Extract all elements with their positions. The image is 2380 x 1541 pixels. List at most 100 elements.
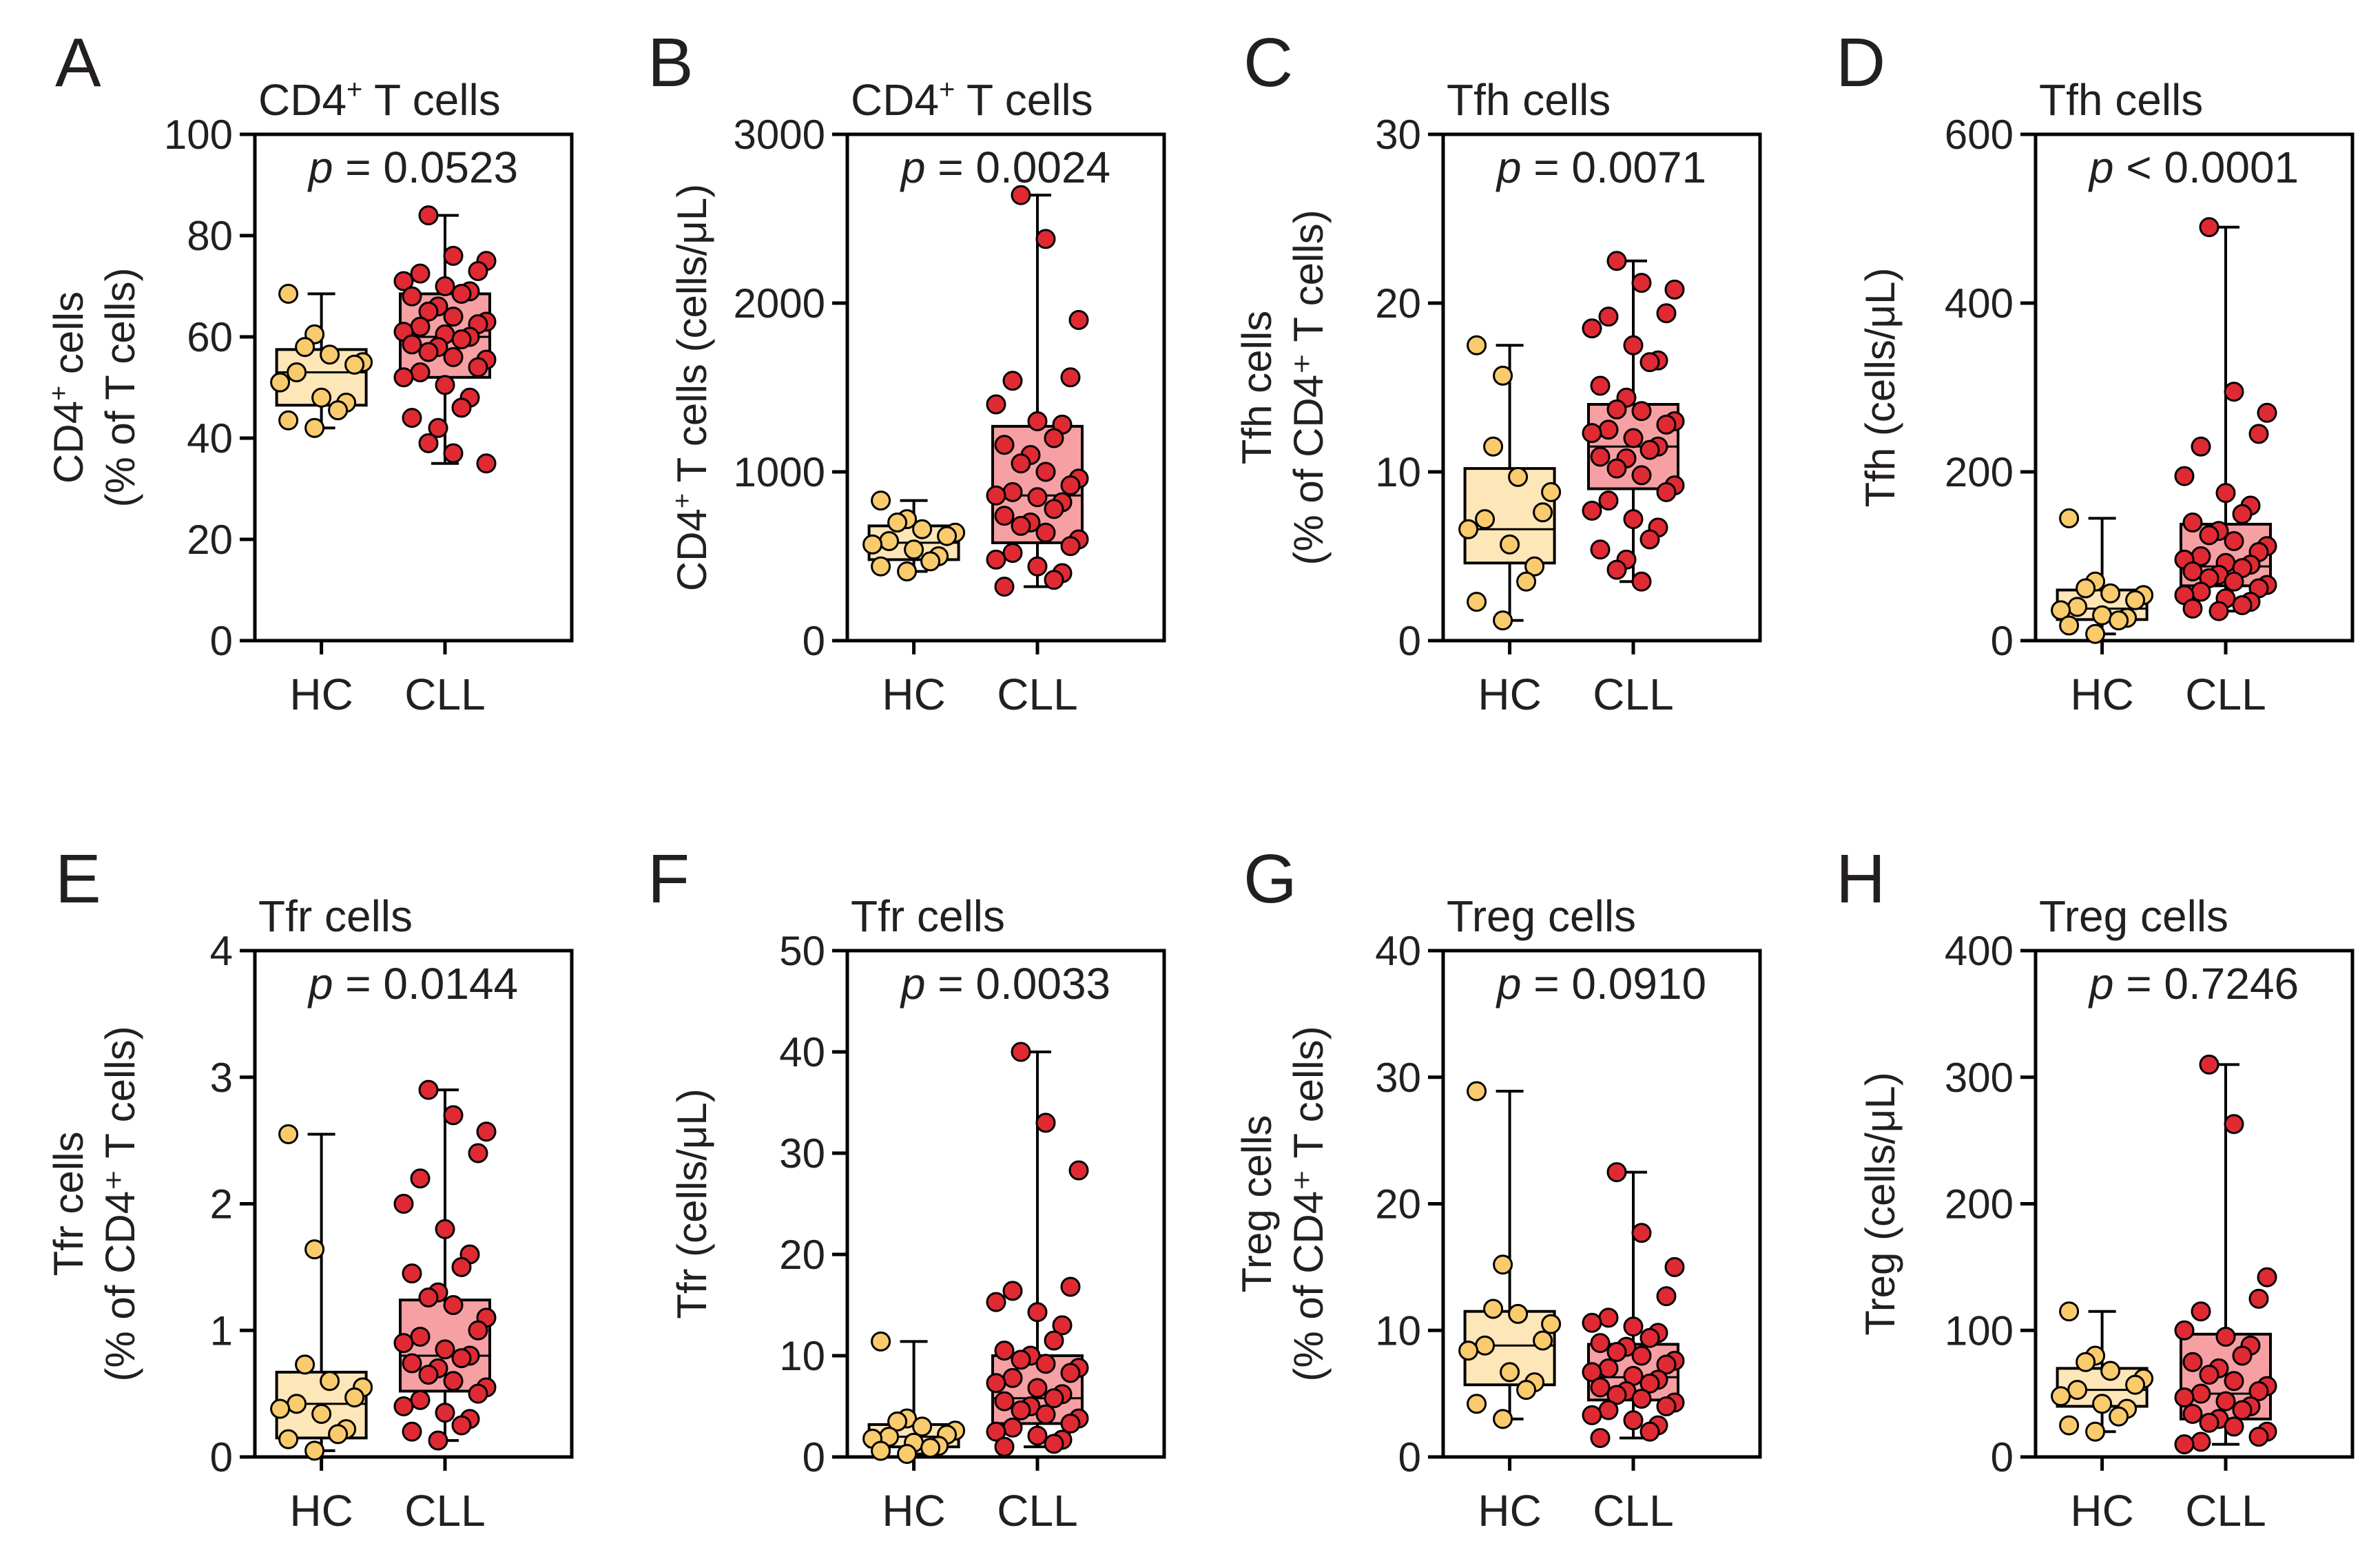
- data-point: [1541, 482, 1562, 502]
- x-category-label: CLL: [1593, 1486, 1673, 1535]
- data-point: [1458, 519, 1479, 539]
- data-point: [904, 539, 924, 560]
- data-point: [295, 1354, 315, 1375]
- data-point: [2085, 1421, 2106, 1442]
- data-point: [344, 1387, 365, 1408]
- data-point: [393, 1194, 414, 1214]
- data-point: [2248, 1427, 2269, 1447]
- data-point: [986, 1292, 1006, 1312]
- p-value-label: p = 0.0033: [900, 959, 1110, 1009]
- data-point: [1044, 499, 1064, 519]
- data-point: [1623, 509, 1644, 530]
- p-value-number: = 0.0523: [333, 143, 518, 192]
- p-value-symbol: p: [900, 959, 926, 1009]
- p-value-number: = 0.0910: [1521, 959, 1706, 1009]
- data-point: [1631, 1223, 1652, 1243]
- data-point: [1027, 1425, 1048, 1446]
- data-point: [1533, 502, 1553, 523]
- data-point: [2067, 1380, 2088, 1400]
- data-point: [879, 530, 900, 551]
- y-tick-label: 0: [1398, 618, 1421, 664]
- group-hc: HC: [1458, 335, 1562, 719]
- y-tick-label: 20: [779, 1232, 825, 1278]
- data-point: [468, 260, 488, 281]
- data-point: [2174, 1320, 2195, 1341]
- y-axis-label-line1: Treg cells: [1234, 1115, 1280, 1293]
- y-tick-label: 10: [1375, 449, 1421, 495]
- data-point: [1639, 529, 1660, 550]
- data-point: [2232, 1345, 2253, 1366]
- data-point: [1639, 1373, 1660, 1394]
- panel-letter-f: F: [648, 840, 690, 918]
- data-point: [1011, 185, 1031, 205]
- data-point: [1590, 1333, 1611, 1354]
- data-point: [435, 1219, 455, 1239]
- panel-h: H Treg cells p = 0.7246 0 100 200 300 400 Treg (…: [1836, 840, 2355, 1535]
- y-axis-label-line2: (% of CD4⁺ T cells): [97, 1026, 143, 1381]
- data-point: [1598, 1358, 1619, 1378]
- panel-f: F Tfr cells p = 0.0033 0 10 20 30 40 50 Tfr (cell…: [648, 840, 1166, 1535]
- panel-letter-e: E: [55, 840, 101, 918]
- x-category-label: HC: [289, 1486, 353, 1535]
- data-point: [2174, 1434, 2195, 1455]
- x-category-label: CLL: [404, 1486, 485, 1535]
- data-point: [1044, 1388, 1064, 1409]
- data-point: [1011, 1349, 1031, 1370]
- y-tick-label: 1000: [734, 449, 825, 495]
- data-point: [1002, 543, 1023, 563]
- data-point: [1027, 1302, 1048, 1323]
- data-point: [1011, 453, 1031, 474]
- data-point: [287, 362, 307, 382]
- data-point: [2215, 483, 2236, 504]
- data-point: [2215, 1326, 2236, 1347]
- data-point: [2224, 382, 2244, 402]
- data-point: [2182, 513, 2203, 532]
- chart-title-main: Tfr cells: [258, 891, 413, 941]
- data-point: [1631, 465, 1652, 486]
- data-point: [2174, 466, 2195, 486]
- data-point: [2199, 1365, 2219, 1385]
- data-point: [443, 347, 464, 367]
- p-value-symbol: p: [2088, 143, 2114, 192]
- group-hc: HC: [862, 1331, 966, 1535]
- y-axis-label-main: CD4: [669, 508, 715, 591]
- y-tick-label: 0: [1398, 1434, 1421, 1480]
- data-point: [1044, 1330, 1064, 1351]
- data-point: [1027, 1378, 1048, 1398]
- y-tick-label: 2000: [734, 280, 825, 327]
- data-point: [1606, 251, 1627, 271]
- data-point: [1516, 571, 1537, 592]
- data-point: [1475, 509, 1496, 530]
- data-point: [986, 549, 1006, 570]
- data-point: [2092, 605, 2113, 625]
- data-point: [2232, 595, 2253, 616]
- p-value-symbol: p: [307, 143, 333, 192]
- data-point: [476, 453, 497, 474]
- data-point: [328, 1424, 349, 1445]
- data-point: [311, 387, 332, 408]
- data-point: [443, 1371, 464, 1392]
- data-point: [1467, 335, 1487, 355]
- data-point: [1656, 414, 1677, 435]
- data-point: [2085, 623, 2106, 644]
- data-point: [304, 1440, 325, 1461]
- data-point: [887, 1411, 908, 1432]
- data-point: [1606, 399, 1627, 420]
- data-point: [1656, 1286, 1677, 1307]
- data-point: [1598, 1307, 1619, 1328]
- p-value-symbol: p: [307, 959, 333, 1009]
- p-value-symbol: p: [900, 143, 926, 192]
- data-point: [2191, 1301, 2211, 1322]
- data-point: [1623, 1316, 1644, 1337]
- data-point: [1500, 1362, 1520, 1383]
- data-point: [1631, 571, 1652, 592]
- data-point: [1467, 1394, 1487, 1414]
- chart-title-main: Tfr cells: [851, 891, 1005, 941]
- data-point: [402, 286, 422, 307]
- data-point: [1011, 1042, 1031, 1062]
- y-axis-label-main: Tfh cells: [1234, 311, 1280, 464]
- data-point: [1467, 592, 1487, 612]
- group-hc: HC: [270, 1124, 373, 1535]
- p-value-label: p = 0.0071: [1496, 143, 1706, 192]
